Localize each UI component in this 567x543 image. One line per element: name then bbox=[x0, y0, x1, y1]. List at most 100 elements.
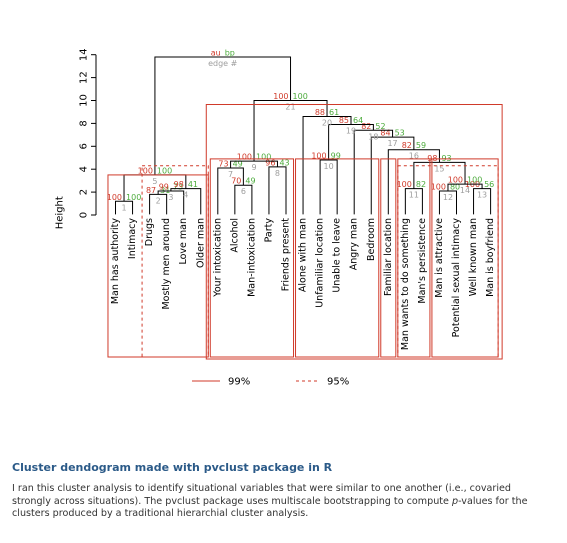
au-pvalue: 84 bbox=[380, 129, 390, 138]
edge-number: 6 bbox=[241, 187, 246, 196]
bp-pvalue: 100 bbox=[157, 166, 172, 175]
edge-number: 18 bbox=[368, 132, 378, 141]
leaf-label: Drugs bbox=[144, 218, 155, 246]
edge-number: 3 bbox=[168, 193, 173, 202]
bp-pvalue: 99 bbox=[331, 152, 341, 161]
au-pvalue: au bbox=[211, 48, 221, 57]
cluster-rect bbox=[380, 158, 397, 358]
au-pvalue: 100 bbox=[397, 180, 412, 189]
leaf-label: Alcohol bbox=[229, 218, 240, 253]
edge-number: 13 bbox=[477, 191, 487, 200]
y-tick-label: 2 bbox=[79, 189, 90, 195]
y-tick-label: 12 bbox=[79, 71, 90, 84]
edge-number: 20 bbox=[322, 119, 332, 128]
leaf-label: Angry man bbox=[349, 218, 360, 270]
au-pvalue: 88 bbox=[315, 108, 325, 117]
y-tick-label: 14 bbox=[79, 48, 90, 61]
edge-number: 2 bbox=[156, 196, 161, 205]
y-axis-title: Height bbox=[55, 196, 66, 229]
edge-number: 8 bbox=[275, 169, 280, 178]
leaf-label: Unfamiliar location bbox=[315, 218, 326, 308]
edge-number: 21 bbox=[285, 103, 295, 112]
edge-number: 1 bbox=[121, 203, 126, 212]
y-tick-label: 10 bbox=[79, 94, 90, 107]
bp-pvalue: 82 bbox=[416, 180, 426, 189]
bp-pvalue: 52 bbox=[375, 122, 385, 131]
au-pvalue: 100 bbox=[107, 193, 122, 202]
leaf-label: Older man bbox=[195, 218, 206, 268]
bp-pvalue: 61 bbox=[329, 108, 339, 117]
leaf-label: Unable to leave bbox=[332, 218, 343, 293]
bp-pvalue: 80 bbox=[450, 182, 460, 191]
leaf-label: Man has authority bbox=[110, 218, 121, 305]
bp-pvalue: 49 bbox=[233, 160, 243, 169]
bp-pvalue: 100 bbox=[126, 193, 141, 202]
edge-number: edge # bbox=[208, 59, 238, 68]
legend-label-dashed: 95% bbox=[327, 377, 349, 388]
au-pvalue: 70 bbox=[231, 177, 241, 186]
edge-number: 7 bbox=[228, 170, 233, 179]
caption-p-symbol: p bbox=[451, 495, 459, 507]
y-tick-label: 4 bbox=[79, 166, 90, 172]
au-pvalue: 100 bbox=[311, 152, 326, 161]
cluster-rect bbox=[397, 158, 431, 358]
edge-number: 12 bbox=[443, 193, 453, 202]
edge-number: 10 bbox=[324, 162, 334, 171]
au-pvalue: 87 bbox=[146, 186, 156, 195]
leaf-label: Man is attractive bbox=[434, 218, 445, 298]
caption-text-end: -values for the clusters produced by a t… bbox=[12, 495, 528, 520]
cluster-rect bbox=[295, 158, 380, 358]
edge-number: 9 bbox=[251, 163, 256, 172]
au-pvalue: 100 bbox=[273, 92, 288, 101]
au-pvalue: 100 bbox=[448, 176, 463, 185]
bp-pvalue: 73 bbox=[173, 182, 183, 191]
bp-pvalue: 64 bbox=[353, 116, 363, 125]
leaf-label: Love man bbox=[178, 218, 189, 265]
edge-number: 14 bbox=[460, 186, 470, 195]
edge-number: 11 bbox=[409, 191, 419, 200]
bp-pvalue: 56 bbox=[484, 180, 494, 189]
leaf-label: Alone with man bbox=[298, 218, 309, 292]
leaf-label: Friends present bbox=[281, 218, 292, 292]
edge-number: 5 bbox=[152, 177, 157, 186]
cluster-rect-dashed bbox=[397, 165, 499, 358]
edge-number: 4 bbox=[183, 191, 188, 200]
dendrogram-branch bbox=[154, 56, 292, 175]
caption-body: I ran this cluster analysis to identify … bbox=[12, 483, 552, 521]
caption-text-start: I ran this cluster analysis to identify … bbox=[12, 483, 511, 507]
au-pvalue: 98 bbox=[174, 180, 184, 189]
bp-pvalue: 49 bbox=[245, 177, 255, 186]
au-pvalue: 73 bbox=[218, 160, 228, 169]
leaf-label: Man wants to do something bbox=[400, 218, 411, 350]
leaf-label: Familiar location bbox=[383, 218, 394, 296]
leaf-label: Intimacy bbox=[127, 218, 138, 259]
cluster-rect bbox=[209, 158, 295, 358]
leaf-label: Man-intoxication bbox=[246, 218, 257, 297]
au-pvalue: 96 bbox=[265, 158, 275, 167]
leaf-label: Your intoxication bbox=[212, 218, 223, 298]
bp-pvalue: 31 bbox=[160, 186, 170, 195]
bp-pvalue: 43 bbox=[279, 158, 289, 167]
bp-pvalue: 59 bbox=[416, 141, 426, 150]
legend-label-solid: 99% bbox=[228, 377, 250, 388]
cluster-rect bbox=[205, 104, 503, 360]
caption-title: Cluster dendogram made with pvclust pack… bbox=[12, 461, 333, 474]
bp-pvalue: 93 bbox=[441, 154, 451, 163]
au-pvalue: 100 bbox=[237, 153, 252, 162]
au-pvalue: 85 bbox=[339, 116, 349, 125]
bp-pvalue: 41 bbox=[188, 180, 198, 189]
au-pvalue: 100 bbox=[138, 166, 153, 175]
bp-pvalue: 100 bbox=[293, 92, 308, 101]
leaf-label: Bedroom bbox=[366, 218, 377, 261]
au-pvalue: 82 bbox=[361, 122, 371, 131]
bp-pvalue: 100 bbox=[467, 176, 482, 185]
y-tick-label: 8 bbox=[79, 120, 90, 126]
leaf-label: Well known man bbox=[468, 218, 479, 296]
edge-number: 17 bbox=[387, 139, 397, 148]
edge-number: 15 bbox=[434, 164, 444, 173]
cluster-rect-dashed bbox=[141, 165, 209, 358]
y-tick-label: 6 bbox=[79, 143, 90, 149]
edge-number: 19 bbox=[346, 127, 356, 136]
au-pvalue: 82 bbox=[402, 141, 412, 150]
